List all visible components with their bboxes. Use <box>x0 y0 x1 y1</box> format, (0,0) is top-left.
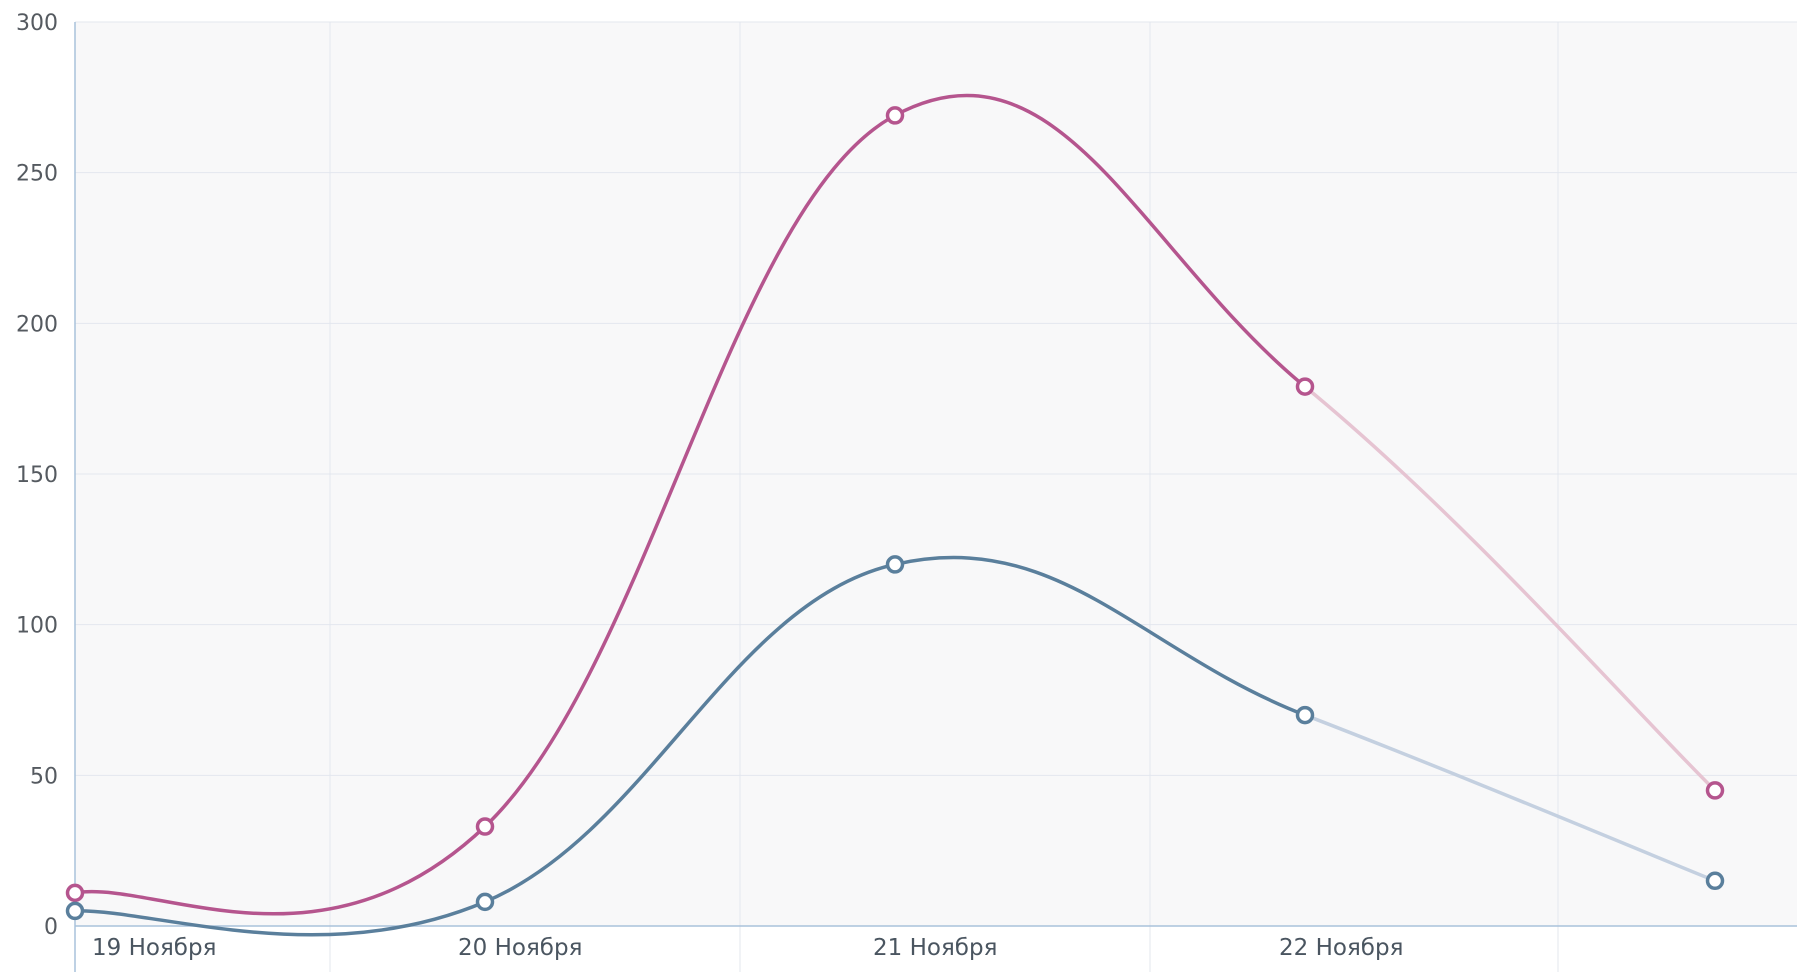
y-tick-150: 150 <box>16 463 58 488</box>
y-tick-200: 200 <box>16 312 58 337</box>
series-0-point-4[interactable] <box>1705 781 1725 800</box>
series-1-point-4[interactable] <box>1705 871 1725 891</box>
series-1-point-2[interactable] <box>885 555 905 574</box>
series-points <box>65 106 1725 921</box>
y-tick-50: 50 <box>30 764 58 789</box>
series-1-line <box>73 555 1307 937</box>
series-0-point-3[interactable] <box>1295 377 1315 396</box>
series-0-tail <box>1303 384 1717 793</box>
y-tick-250: 250 <box>16 162 58 187</box>
series-1-point-0[interactable] <box>65 901 85 921</box>
series-1-point-3[interactable] <box>1295 705 1315 725</box>
x-tick-labels: 19 Ноября 20 Ноября 21 Ноября 22 Ноября <box>92 935 1403 961</box>
x-tick-2: 21 Ноября <box>873 935 997 961</box>
grid-lines <box>75 21 1797 972</box>
y-tick-0: 0 <box>44 915 58 940</box>
series-lines <box>73 93 1717 937</box>
series-0-line <box>73 93 1307 916</box>
x-tick-1: 20 Ноября <box>458 935 582 961</box>
series-0-point-0[interactable] <box>65 883 85 903</box>
y-tick-300: 300 <box>16 11 58 36</box>
series-1-point-1[interactable] <box>475 892 495 912</box>
axes <box>74 22 1797 972</box>
y-tick-100: 100 <box>16 614 58 639</box>
x-tick-3: 22 Ноября <box>1279 935 1403 961</box>
series-1-tail <box>1303 713 1717 883</box>
series-0-point-1[interactable] <box>475 817 495 836</box>
x-tick-0: 19 Ноября <box>92 935 216 961</box>
y-tick-labels: 0 50 100 150 200 250 300 <box>16 11 58 940</box>
series-0-point-2[interactable] <box>885 106 905 125</box>
